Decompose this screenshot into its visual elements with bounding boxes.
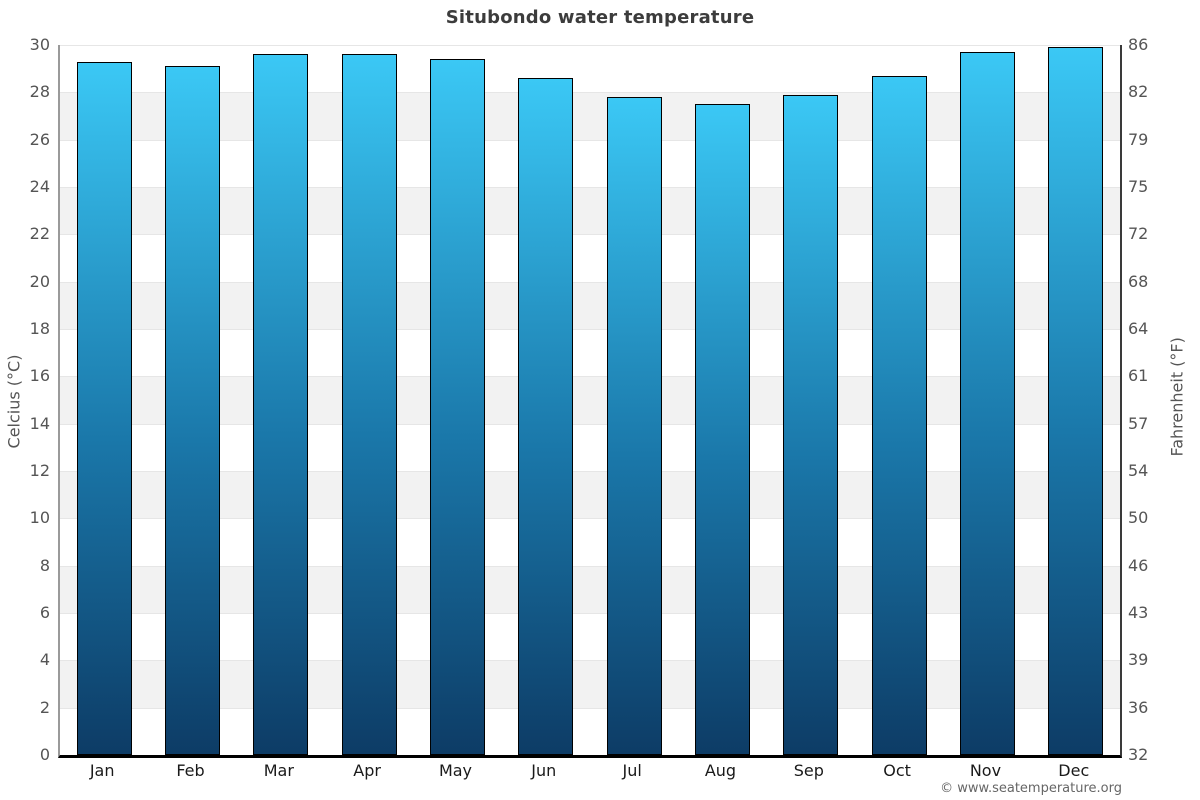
bar-slot-apr (325, 45, 413, 755)
month-label-jan: Jan (89, 761, 115, 780)
bar-slot-aug (678, 45, 766, 755)
month-label-mar: Mar (263, 761, 294, 780)
bar-may (429, 59, 485, 755)
fahrenheit-tick-43: 43 (1128, 603, 1149, 622)
fahrenheit-tick-86: 86 (1128, 35, 1149, 54)
grid-band (60, 45, 1120, 92)
celsius-tick-22: 22 (29, 224, 50, 244)
grid-band (60, 471, 1120, 519)
celsius-tick-10: 10 (29, 508, 50, 528)
celsius-tick-18: 18 (29, 319, 50, 338)
grid-band (60, 234, 1120, 281)
grid-band (60, 660, 1120, 708)
fahrenheit-tick-46: 46 (1128, 555, 1149, 575)
celsius-tick-24: 24 (29, 177, 50, 196)
bar-jul (606, 97, 662, 755)
bar-series (60, 45, 1120, 755)
bar-slot-mar (237, 45, 325, 755)
month-label-oct: Oct (883, 761, 911, 780)
celsius-tick-28: 28 (29, 82, 50, 102)
celsius-tick-20: 20 (29, 271, 50, 291)
celsius-tick-14: 14 (29, 413, 50, 433)
celsius-tick-12: 12 (29, 461, 50, 480)
bar-jan (76, 61, 132, 755)
fahrenheit-tick-32: 32 (1128, 745, 1149, 764)
fahrenheit-axis-ticks: 86 82 79 75 72 68 64 61 57 54 50 46 43 39 36 32 (1128, 36, 1188, 764)
grid-band (60, 92, 1120, 140)
bar-apr (341, 54, 397, 755)
month-label-nov: Nov (969, 761, 1002, 780)
bar-slot-jun (502, 45, 590, 755)
grid-band (60, 707, 1120, 755)
fahrenheit-tick-79: 79 (1128, 129, 1149, 149)
celsius-tick-4: 4 (39, 650, 50, 670)
celsius-tick-30: 30 (29, 35, 50, 54)
bar-sep (783, 94, 839, 755)
grid-bands (60, 45, 1120, 755)
bar-slot-jul (590, 45, 678, 755)
grid-band (60, 187, 1120, 235)
chart-title: Situbondo water temperature (445, 7, 755, 28)
month-label-apr: Apr (353, 761, 381, 780)
bar-slot-nov (943, 45, 1031, 755)
grid-band (60, 613, 1120, 660)
grid-band (60, 139, 1120, 187)
fahrenheit-tick-61: 61 (1128, 366, 1149, 386)
plot-area (58, 45, 1122, 758)
fahrenheit-tick-82: 82 (1128, 82, 1149, 102)
fahrenheit-tick-50: 50 (1128, 508, 1149, 528)
fahrenheit-axis-title: Fahrenheit (°F) (1167, 337, 1187, 457)
bar-oct (871, 75, 927, 755)
month-label-sep: Sep (793, 761, 824, 780)
celsius-tick-0: 0 (39, 745, 50, 764)
bar-slot-jan (60, 45, 148, 755)
bar-aug (694, 104, 750, 755)
month-label-jul: Jul (622, 761, 642, 780)
bar-jun (518, 78, 574, 755)
celsius-tick-6: 6 (39, 603, 50, 622)
fahrenheit-tick-54: 54 (1128, 461, 1149, 480)
celsius-tick-26: 26 (29, 129, 50, 149)
celsius-tick-8: 8 (39, 555, 50, 575)
fahrenheit-tick-75: 75 (1128, 177, 1149, 196)
bar-slot-sep (767, 45, 855, 755)
grid-band (60, 518, 1120, 565)
celsius-tick-16: 16 (29, 366, 50, 386)
fahrenheit-tick-68: 68 (1128, 271, 1149, 291)
grid-band (60, 281, 1120, 329)
month-label-dec: Dec (1058, 761, 1090, 780)
bar-slot-feb (148, 45, 236, 755)
bar-slot-dec (1032, 45, 1120, 755)
month-label-may: May (438, 761, 473, 780)
bar-feb (164, 66, 220, 755)
month-label-aug: Aug (704, 761, 737, 780)
celsius-axis-ticks: 30 28 26 24 22 20 18 16 14 12 10 8 6 4 2 0 (0, 36, 50, 764)
fahrenheit-tick-39: 39 (1128, 650, 1149, 670)
bar-slot-oct (855, 45, 943, 755)
fahrenheit-tick-36: 36 (1128, 697, 1149, 717)
celsius-axis-title: Celcius (°C) (4, 354, 24, 449)
copyright-note: © www.seatemperature.org (940, 781, 1122, 796)
bar-nov (959, 52, 1015, 755)
fahrenheit-tick-64: 64 (1128, 319, 1149, 338)
grid-band (60, 376, 1120, 424)
grid-band (60, 329, 1120, 376)
month-label-jun: Jun (531, 761, 557, 780)
celsius-tick-2: 2 (39, 697, 50, 717)
grid-band (60, 423, 1120, 471)
bar-dec (1048, 47, 1104, 755)
month-axis-labels: Jan Feb Mar Apr May Jun Jul Aug Sep Oct Nov Dec (58, 760, 1118, 784)
fahrenheit-tick-57: 57 (1128, 413, 1149, 433)
month-label-feb: Feb (176, 761, 205, 780)
bar-slot-may (413, 45, 501, 755)
grid-band (60, 565, 1120, 613)
bar-mar (253, 54, 309, 755)
fahrenheit-tick-72: 72 (1128, 224, 1149, 244)
